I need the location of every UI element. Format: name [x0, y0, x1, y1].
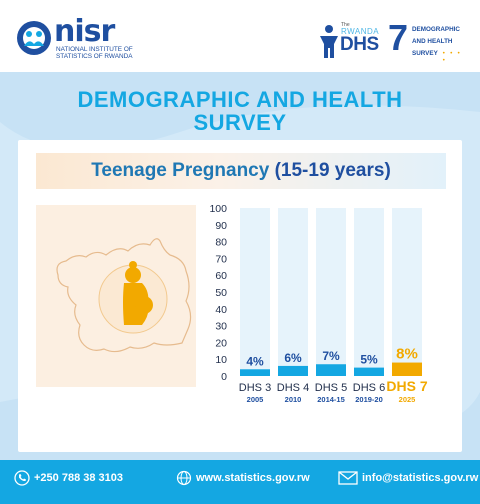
rwanda-map-illustration	[56, 238, 192, 353]
subtitle-main: Teenage Pregnancy	[91, 160, 270, 181]
x-tick-label: DHS 6	[353, 382, 385, 394]
data-label: 7%	[322, 349, 340, 363]
bar	[240, 369, 270, 376]
y-tick-label: 80	[215, 237, 227, 249]
bar	[392, 362, 422, 376]
y-tick-label: 100	[209, 203, 227, 215]
envelope-icon	[338, 471, 358, 485]
data-label: 8%	[396, 346, 418, 363]
nisr-subtitle-line2: STATISTICS OF RWANDA	[56, 53, 133, 60]
subtitle-paren: (15-19 years)	[274, 160, 391, 181]
year-label: 2025	[399, 395, 416, 404]
y-tick-label: 10	[215, 354, 227, 366]
chart-subtitle: Teenage Pregnancy (15-19 years)	[36, 160, 446, 182]
bar	[278, 365, 308, 376]
footer-website[interactable]: www.statistics.gov.rw	[196, 472, 310, 484]
year-label: 2019-20	[355, 395, 383, 404]
dhs-text-line1: DEMOGRAPHIC	[412, 26, 460, 33]
y-tick-label: 20	[215, 337, 227, 349]
bar-track	[392, 208, 422, 376]
nisr-subtitle-line1: NATIONAL INSTITUTE OF	[56, 46, 133, 53]
rwanda-map-outline	[56, 238, 192, 353]
pregnant-girl-icon	[123, 261, 153, 325]
bar-track	[316, 208, 346, 376]
y-tick-label: 60	[215, 270, 227, 282]
dhs-number: 7	[388, 17, 409, 58]
nisr-subtitle: NATIONAL INSTITUTE OF STATISTICS OF RWAN…	[56, 46, 156, 60]
data-label: 5%	[360, 353, 378, 367]
y-tick-label: 50	[215, 287, 227, 299]
header: nisr NATIONAL INSTITUTE OF STATISTICS OF…	[0, 0, 480, 72]
nisr-wordmark: nisr	[54, 14, 115, 49]
bar-track	[278, 208, 308, 376]
y-tick-label: 30	[215, 321, 227, 333]
year-label: 2005	[247, 395, 264, 404]
x-tick-label: DHS 4	[277, 382, 309, 394]
year-label: 2010	[285, 395, 302, 404]
y-tick-label: 0	[221, 371, 227, 383]
x-tick-label: DHS 3	[239, 382, 271, 394]
bar-track	[240, 208, 270, 376]
dhs-the-label: The	[341, 22, 350, 28]
nisr-emblem-icon	[17, 21, 51, 55]
data-label: 6%	[284, 351, 302, 365]
globe-icon	[176, 470, 192, 486]
page-title-line2: SURVEY	[193, 110, 287, 135]
data-label: 4%	[246, 354, 264, 368]
footer	[0, 460, 480, 504]
y-tick-label: 90	[215, 220, 227, 232]
dhs-dots-decoration: • • • •	[442, 50, 462, 64]
bar-track	[354, 208, 384, 376]
phone-icon	[14, 470, 30, 486]
bar	[316, 364, 346, 376]
dhs-text-line2: AND HEALTH	[412, 38, 453, 45]
dhs7-logo: The RWANDA DHS 7 DEMOGRAPHIC AND HEALTH …	[318, 17, 468, 64]
dhs-word: DHS	[340, 34, 379, 55]
person-icon	[320, 25, 338, 58]
dhs-logo-text: DEMOGRAPHIC AND HEALTH SURVEY	[412, 24, 472, 60]
bar	[354, 367, 384, 376]
page-title-line1: DEMOGRAPHIC AND HEALTH	[77, 87, 403, 112]
footer-email[interactable]: info@statistics.gov.rw	[362, 472, 479, 484]
y-tick-label: 70	[215, 253, 227, 265]
year-label: 2014-15	[317, 395, 345, 404]
dhs-rwanda-label: RWANDA	[341, 27, 380, 36]
y-tick-label: 40	[215, 304, 227, 316]
x-tick-label: DHS 7	[386, 378, 427, 394]
nisr-logo: nisr NATIONAL INSTITUTE OF STATISTICS OF…	[16, 14, 176, 62]
footer-phone[interactable]: +250 788 38 3103	[34, 472, 124, 484]
subtitle-bar	[36, 153, 446, 189]
dhs-text-line3: SURVEY	[412, 50, 438, 57]
page-title: DEMOGRAPHIC AND HEALTH SURVEY	[0, 88, 480, 134]
x-tick-label: DHS 5	[315, 382, 347, 394]
